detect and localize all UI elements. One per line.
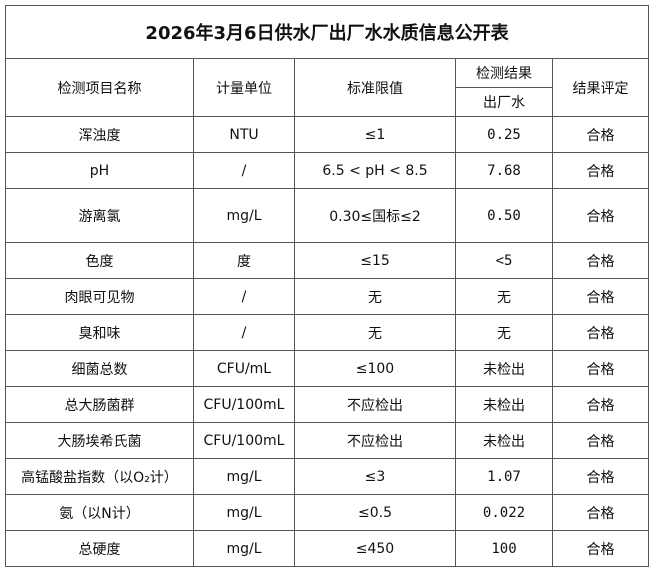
table-title: 2026年3月6日供水厂出厂水水质信息公开表: [4, 5, 650, 59]
data-cell: pH: [5, 152, 194, 189]
header-cell: 检测结果: [455, 58, 553, 88]
header-row: 检测项目名称 计量单位 标准限值 检测结果 结果评定: [5, 58, 650, 117]
data-row: 色度度 ≤15 <5 合格: [5, 242, 650, 279]
data-cell: 0.022: [455, 494, 553, 531]
data-cell: 6.5 < pH < 8.5: [294, 152, 456, 189]
data-cell: 合格: [551, 314, 650, 351]
data-cell: mg/L: [193, 188, 295, 243]
data-cell: 未检出: [455, 422, 553, 459]
data-cell: 合格: [551, 350, 650, 387]
data-row: 总硬度 mg/L ≤450 100 合格: [5, 530, 650, 567]
data-cell: 高锰酸盐指数（以O₂计）: [5, 458, 194, 495]
data-cell: 浑浊度: [5, 116, 194, 153]
data-cell: 大肠埃希氏菌: [5, 422, 194, 459]
data-cell: 无: [294, 314, 456, 351]
data-cell: mg/L: [193, 494, 295, 531]
data-cell: ≤3: [294, 458, 456, 495]
water-quality-table: 2026年3月6日供水厂出厂水水质信息公开表 检测项目名称 计量单位 标准限值 …: [4, 5, 650, 567]
data-row: pH/6.5 < pH < 8.5 7.68 合格: [5, 152, 650, 189]
header-cell: 标准限值: [294, 58, 456, 117]
header-cell: 检测项目名称: [5, 58, 194, 117]
data-row: 游离氯 mg/L 0.30≤国标≤2 0.50 合格: [5, 188, 650, 243]
data-cell: ≤0.5: [294, 494, 456, 531]
data-row: 肉眼可见物 / 无无合格: [5, 278, 650, 315]
data-cell: 色度: [5, 242, 194, 279]
data-cell: NTU: [193, 116, 295, 153]
header-cell: 结果评定: [551, 58, 650, 117]
data-cell: 未检出: [455, 386, 553, 423]
data-cell: <5: [455, 242, 553, 279]
data-cell: 0.30≤国标≤2: [294, 188, 456, 243]
data-row: 细菌总数 CFU/mL ≤100 未检出 合格: [5, 350, 650, 387]
header-cell: 出厂水: [455, 87, 553, 117]
data-cell: 0.25: [455, 116, 553, 153]
data-cell: 合格: [551, 152, 650, 189]
data-cell: CFU/100mL: [193, 386, 295, 423]
data-row: 高锰酸盐指数（以O₂计） mg/L ≤3 1.07 合格: [5, 458, 650, 495]
data-row: 总大肠菌群 CFU/100mL 不应检出 未检出 合格: [5, 386, 650, 423]
header-cell: 计量单位: [193, 58, 295, 117]
data-cell: 合格: [551, 458, 650, 495]
data-row: 浑浊度 NTU ≤1 0.25 合格: [5, 116, 650, 153]
data-cell: 游离氯: [5, 188, 194, 243]
title-row: 2026年3月6日供水厂出厂水水质信息公开表: [4, 5, 650, 59]
data-cell: mg/L: [193, 458, 295, 495]
data-cell: 无: [294, 278, 456, 315]
data-cell: ≤1: [294, 116, 456, 153]
data-row: 氨（以N计） mg/L ≤0.5 0.022 合格: [5, 494, 650, 531]
data-cell: 细菌总数: [5, 350, 194, 387]
data-cell: 合格: [551, 494, 650, 531]
data-cell: 合格: [551, 242, 650, 279]
data-cell: 不应检出: [294, 386, 456, 423]
data-cell: CFU/100mL: [193, 422, 295, 459]
data-cell: 总大肠菌群: [5, 386, 194, 423]
data-row: 大肠埃希氏菌 CFU/100mL 不应检出 未检出 合格: [5, 422, 650, 459]
data-cell: CFU/mL: [193, 350, 295, 387]
data-cell: 合格: [551, 188, 650, 243]
data-cell: 合格: [551, 278, 650, 315]
header-row: 出厂水: [6, 87, 649, 117]
data-cell: 合格: [551, 386, 650, 423]
data-cell: 未检出: [455, 350, 553, 387]
data-cell: 合格: [551, 116, 650, 153]
data-cell: ≤15: [294, 242, 456, 279]
data-cell: 合格: [551, 422, 650, 459]
data-cell: 0.50: [455, 188, 553, 243]
data-cell: 7.68: [455, 152, 553, 189]
data-cell: 无: [455, 314, 553, 351]
data-cell: 度: [193, 242, 295, 279]
data-cell: 不应检出: [294, 422, 456, 459]
data-cell: /: [193, 278, 295, 315]
data-cell: /: [193, 314, 295, 351]
data-cell: 肉眼可见物: [5, 278, 194, 315]
data-cell: 合格: [551, 530, 650, 567]
data-cell: 氨（以N计）: [5, 494, 194, 531]
data-cell: 臭和味: [5, 314, 194, 351]
data-cell: 总硬度: [5, 530, 194, 567]
data-cell: mg/L: [193, 530, 295, 567]
data-cell: ≤450: [294, 530, 456, 567]
data-cell: 1.07: [455, 458, 553, 495]
data-cell: /: [193, 152, 295, 189]
table-body: 2026年3月6日供水厂出厂水水质信息公开表 检测项目名称 计量单位 标准限值 …: [4, 5, 650, 567]
data-cell: 无: [455, 278, 553, 315]
data-row: 臭和味 / 无无合格: [5, 314, 650, 351]
data-cell: ≤100: [294, 350, 456, 387]
data-cell: 100: [455, 530, 553, 567]
